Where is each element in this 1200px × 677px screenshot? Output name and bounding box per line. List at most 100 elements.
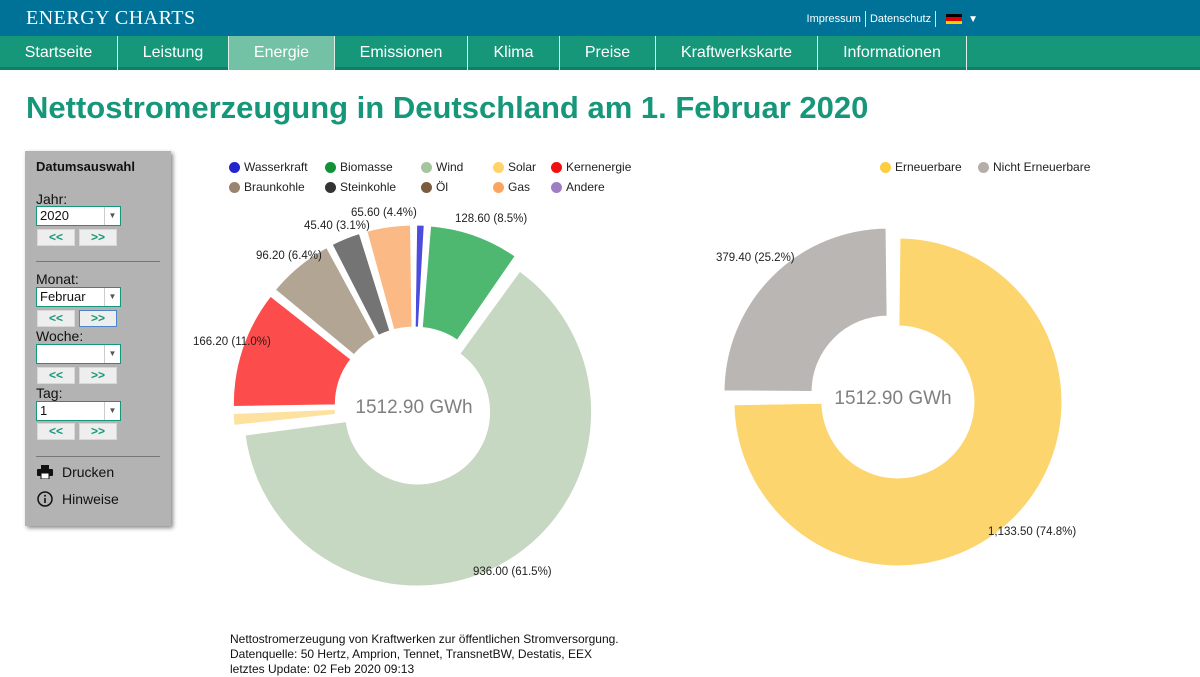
link-separator	[864, 11, 866, 27]
legend-item-erneuerbare[interactable]: Erneuerbare	[880, 160, 962, 174]
nav-startseite[interactable]: Startseite	[0, 36, 118, 70]
slice-solar[interactable]	[232, 408, 336, 426]
legend-label: Steinkohle	[340, 180, 397, 194]
nav-informationen[interactable]: Informationen	[818, 36, 967, 70]
nav-kraftwerkskarte[interactable]: Kraftwerkskarte	[656, 36, 818, 70]
chevron-down-icon: ▼	[104, 345, 120, 363]
language-dropdown-icon[interactable]: ▼	[968, 13, 978, 25]
slice-label-steinkohle: 45.40 (3.1%)	[304, 220, 370, 232]
legend-item-steinkohle[interactable]: Steinkohle	[325, 180, 396, 194]
renewable-share-donut-chart: 1,133.50 (74.8%) 379.40 (25.2%) 1512.90 GW…	[716, 227, 1076, 567]
slice-nicht-erneuerbare[interactable]	[723, 227, 888, 393]
month-next-button[interactable]: >>	[79, 310, 117, 327]
legend-item-wind[interactable]: Wind	[421, 160, 463, 174]
divider	[36, 261, 160, 262]
slice-wind[interactable]	[244, 270, 593, 587]
legend-label: Nicht Erneuerbare	[993, 160, 1091, 174]
slice-label-kernenergie: 166.20 (11.0%)	[193, 336, 271, 348]
legend-item--l[interactable]: Öl	[421, 180, 448, 194]
week-select[interactable]: ▼	[36, 344, 121, 364]
nav-preise[interactable]: Preise	[560, 36, 656, 70]
center-total-label: 1512.90 GWh	[834, 388, 951, 409]
chevron-down-icon: ▼	[104, 402, 120, 420]
source-note: Nettostromerzeugung von Kraftwerken zur …	[230, 632, 619, 677]
legend-label: Erneuerbare	[895, 160, 962, 174]
day-label: Tag:	[36, 385, 63, 401]
slice--l[interactable]	[363, 231, 394, 331]
source-line-3: letztes Update: 02 Feb 2020 09:13	[230, 662, 415, 676]
panel-heading: Datumsauswahl	[36, 159, 135, 174]
slice-gas[interactable]	[366, 224, 413, 331]
year-select[interactable]: 2020 ▼	[36, 206, 121, 226]
page-title: Nettostromerzeugung in Deutschland am 1.…	[26, 90, 869, 125]
year-value: 2020	[40, 208, 69, 223]
legend-swatch-icon	[229, 181, 240, 193]
german-flag-icon[interactable]	[946, 14, 963, 24]
legend-item-wasserkraft[interactable]: Wasserkraft	[229, 160, 308, 174]
day-prev-button[interactable]: <<	[37, 423, 75, 440]
slice-erneuerbare[interactable]	[733, 237, 1063, 567]
month-value: Februar	[40, 289, 86, 304]
slice-kernenergie[interactable]	[232, 295, 352, 408]
slice-andere[interactable]	[414, 224, 418, 328]
source-line-2: Datenquelle: 50 Hertz, Amprion, Tennet, …	[230, 647, 592, 661]
flag-stripe-black	[946, 14, 963, 18]
slice-biomasse[interactable]	[421, 225, 516, 341]
legend-item-solar[interactable]: Solar	[493, 160, 536, 174]
month-select[interactable]: Februar ▼	[36, 287, 121, 307]
legend-label: Andere	[566, 180, 605, 194]
slice-label-nicht-erneuerbare: 379.40 (25.2%)	[716, 252, 795, 264]
date-selection-panel: Datumsauswahl Jahr: 2020 ▼ << >> Monat: …	[25, 151, 171, 526]
slice-label-biomasse: 128.60 (8.5%)	[455, 213, 527, 225]
legend-label: Wasserkraft	[244, 160, 308, 174]
legend-item-gas[interactable]: Gas	[493, 180, 530, 194]
datenschutz-link[interactable]: Datenschutz	[869, 13, 932, 25]
legend-label: Öl	[436, 180, 448, 194]
brand-logo[interactable]: ENERGY CHARTS	[26, 7, 196, 29]
hints-button[interactable]: Hinweise	[36, 491, 119, 507]
year-prev-button[interactable]: <<	[37, 229, 75, 246]
nav-emissionen[interactable]: Emissionen	[335, 36, 468, 70]
legend-label: Kernenergie	[566, 160, 632, 174]
source-line-1: Nettostromerzeugung von Kraftwerken zur …	[230, 632, 619, 646]
week-label: Woche:	[36, 328, 84, 344]
nav-leistung[interactable]: Leistung	[118, 36, 229, 70]
legend-swatch-icon	[229, 161, 240, 173]
flag-stripe-red	[946, 17, 963, 21]
legend-swatch-icon	[978, 161, 989, 173]
main-nav: Startseite Leistung Energie Emissionen K…	[0, 36, 1200, 70]
legend-item-biomasse[interactable]: Biomasse	[325, 160, 393, 174]
slice-braunkohle[interactable]	[274, 246, 376, 356]
nav-energie[interactable]: Energie	[229, 36, 335, 70]
center-total-label: 1512.90 GWh	[355, 397, 472, 418]
legend-item-nicht-erneuerbare[interactable]: Nicht Erneuerbare	[978, 160, 1090, 174]
legend-swatch-icon	[551, 181, 562, 193]
chevron-down-icon: ▼	[104, 288, 120, 306]
week-next-button[interactable]: >>	[79, 367, 117, 384]
nav-klima[interactable]: Klima	[468, 36, 560, 70]
legend-swatch-icon	[421, 181, 432, 193]
generation-donut-chart: 128.60 (8.5%) 936.00 (61.5%) 166.20 (11.0%…	[193, 207, 593, 587]
slice-label-braunkohle: 96.20 (6.4%)	[256, 250, 322, 262]
month-prev-button[interactable]: <<	[37, 310, 75, 327]
legend-item-andere[interactable]: Andere	[551, 180, 605, 194]
chevron-down-icon: ▼	[104, 207, 120, 225]
day-select[interactable]: 1 ▼	[36, 401, 121, 421]
print-button[interactable]: Drucken	[36, 464, 114, 480]
year-next-button[interactable]: >>	[79, 229, 117, 246]
flag-stripe-gold	[946, 20, 963, 24]
legend-swatch-icon	[880, 161, 891, 173]
week-prev-button[interactable]: <<	[37, 367, 75, 384]
impressum-link[interactable]: Impressum	[806, 13, 861, 25]
slice-steinkohle[interactable]	[331, 232, 391, 337]
legend-swatch-icon	[551, 161, 562, 173]
legend-item-braunkohle[interactable]: Braunkohle	[229, 180, 305, 194]
link-separator	[935, 11, 937, 27]
slice-label-erneuerbare: 1,133.50 (74.8%)	[988, 526, 1076, 538]
legend-label: Braunkohle	[244, 180, 305, 194]
legend-label: Solar	[508, 160, 537, 174]
top-links: Impressum Datenschutz ▼	[807, 11, 978, 27]
legend-item-kernenergie[interactable]: Kernenergie	[551, 160, 631, 174]
day-next-button[interactable]: >>	[79, 423, 117, 440]
